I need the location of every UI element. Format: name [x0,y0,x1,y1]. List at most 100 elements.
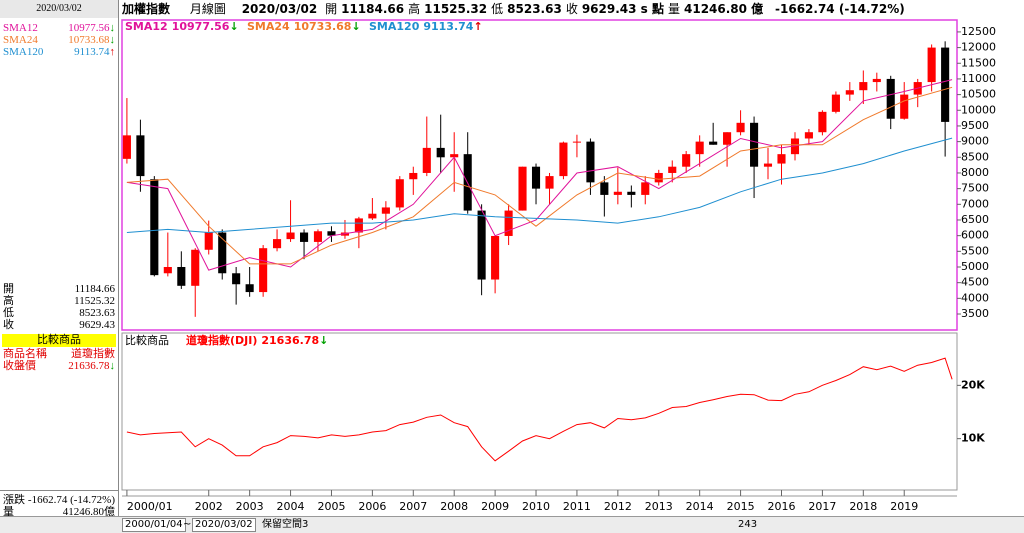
x-tick-label: 2000/01 [127,500,173,513]
value: 道瓊指數 [71,348,115,360]
candle-body [872,78,881,83]
trend-arrow: ↓ [109,22,116,34]
candle-body [491,235,500,280]
legend-value: 10733.68 [294,20,352,33]
y-tick-label: 9000 [961,135,989,148]
field-value: 9629.43 s 點 [581,2,664,16]
legend-value: 9113.74 [423,20,473,33]
field-value: 8523.63 [507,2,562,16]
candle-body [245,284,254,293]
candle-body [450,154,459,158]
value: 11525.32 [74,295,115,307]
trend-arrow: ↑ [473,20,482,33]
label: 開 [3,283,14,295]
ohlc-row: 高 11525.32 [3,295,115,307]
candle-body [654,172,663,183]
y-tick-label: 10K [961,432,985,445]
header: 加權指數 月線圖 2020/03/02 開 11184.66 高 11525.32 低 8… [122,0,909,18]
sma-value: 9113.74 [74,46,110,58]
x-tick-label: 2012 [604,500,632,513]
compare-title: 比較商品 [2,334,116,347]
candle-body [600,182,609,195]
legend-entry: SMA24 10733.68↓ [247,20,361,33]
candle-body [504,210,513,236]
trend-arrow: ↓ [351,20,360,33]
y-tick-label: 7000 [961,197,989,210]
sma-name: SMA12 [3,22,38,34]
candle-body [300,232,309,242]
chart: 3500 4000 4500 5000 5500 6000 6500 7000 7500 8000… [121,19,996,513]
trend-arrow: ↑ [109,46,116,58]
candle-body [477,210,486,280]
sma-row: SMA120 9113.74↑ [3,46,115,58]
x-tick-label: 2009 [481,500,509,513]
compare-row: 商品名稱 道瓊指數 [3,348,115,360]
sma-line [126,137,953,234]
candle-body [218,232,227,274]
candle-body [695,141,704,155]
y-tick-label: 9500 [961,119,989,132]
change: -1662.74 (-14.72%) [775,2,905,16]
end-date[interactable]: 2020/03/02 [192,518,256,532]
candle-body [177,266,186,286]
start-date[interactable]: 2000/01/04 [122,518,186,532]
candle-body [273,239,282,249]
value-wrap: 21636.78↓ [68,360,115,372]
x-tick-label: 2019 [890,500,918,513]
trend-arrow: ↓ [109,34,116,46]
legend-value: 10977.56 [172,20,230,33]
field-label: 低 [491,2,504,16]
y-tick-label: 20K [961,378,985,391]
sma-row: SMA24 10733.68↓ [3,34,115,46]
field-label: 開 [325,2,338,16]
y-tick-label: 4500 [961,276,989,289]
candle-body [191,249,200,286]
candle-body [804,132,813,139]
trend-arrow: ↓ [109,360,116,372]
panel-label: 比較商品 [125,333,169,347]
field-value: 41246.80 億 [684,2,764,16]
sma-row: SMA12 10977.56↓ [3,22,115,34]
sma-value: 10977.56 [68,22,110,34]
value: 21636.78 [68,360,110,372]
y-tick-label: 11000 [961,72,996,85]
label: 商品名稱 [3,348,47,360]
candle-body [518,166,527,211]
candle-body [818,111,827,133]
x-tick-label: 2013 [645,500,673,513]
y-tick-label: 12000 [961,41,996,54]
y-tick-label: 7500 [961,182,989,195]
candle-body [368,213,377,219]
y-tick-label: 6500 [961,213,989,226]
y-tick-label: 8500 [961,150,989,163]
candle-body [941,47,950,122]
candle-body [927,47,936,83]
change-row: 漲跌 -1662.74 (-14.72%) [3,494,115,506]
x-tick-label: 2002 [195,500,223,513]
reserve-value[interactable]: 3 [302,519,309,530]
main-frame [121,19,958,331]
value: 41246.80億 [62,506,115,518]
x-tick-label: 2010 [522,500,550,513]
count: 243 [738,519,758,530]
legend-name: SMA120 [369,20,420,33]
compare-row: 收盤價 21636.78↓ [3,360,115,372]
field-label: 收 [565,2,578,16]
sma-line [126,79,953,271]
candle-body [736,122,745,133]
legend-name: SMA24 [247,20,290,33]
status-bar: 2000/01/04 ~ 2020/03/02 保留空間 3 243 [0,516,1024,533]
x-tick-label: 2011 [563,500,591,513]
legend-name: SMA12 [125,20,168,33]
sma-value-wrap: 9113.74↑ [74,46,115,58]
candle-body [150,179,159,276]
y-tick-label: 8000 [961,166,989,179]
y-tick-label: 5000 [961,260,989,273]
y-tick-label: 4000 [961,291,989,304]
field-value: 11525.32 [424,2,488,16]
y-tick-label: 5500 [961,244,989,257]
candle-body [354,218,363,233]
candle-body [627,191,636,195]
compare-frame [121,332,958,491]
